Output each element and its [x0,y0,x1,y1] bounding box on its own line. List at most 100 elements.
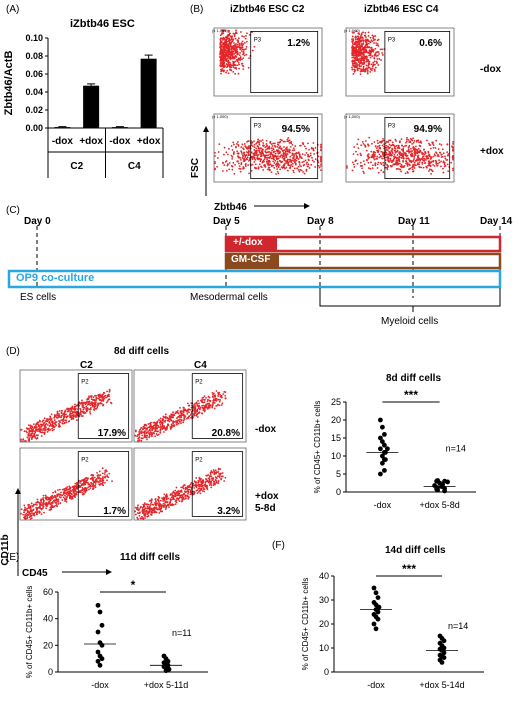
b-yarrow-head [203,126,209,132]
flow-percent: 94.9% [414,124,442,135]
flow-gate [250,117,319,180]
a-ytick-label: 0.00 [25,123,43,133]
day-label-11: Day 11 [398,216,430,227]
flow-percent: 3.2% [217,506,240,517]
timeline-diagram [7,226,502,312]
flow-gate-label: P3 [254,123,262,129]
flow-scale-mark: (x 1,000) [212,114,228,119]
day-label-0: Day 0 [24,216,51,227]
flow-dots [351,30,386,75]
dot-point [385,446,390,452]
dot-category-label: -dox [367,680,385,690]
panel-e-dot-plot: 0 20 40 60 % of CD45+ CD11b+ cells -dox +dox 5… [25,578,208,690]
dot-ytick-label: 60 [43,587,53,597]
dot-point [163,668,169,674]
panel-d-letter: (D) [6,346,20,357]
panel-c-letter: (C) [6,205,20,216]
flow-percent: 1.7% [103,506,126,517]
panel-d-dot-plot: 0 5 10 15 20 25 % of CD45+ CD11b+ cells -dox +do… [313,388,476,510]
panel-d-row-label-2a: +dox [255,491,279,502]
panel-d-row-label-1: -dox [255,424,277,435]
dot-point [382,468,387,473]
dot-ytick-label: 30 [319,595,329,605]
stage-myeloid: Myeloid cells [381,316,439,327]
dot-category-label: -dox [91,680,109,690]
panel-b-letter: (B) [190,4,204,15]
dot-point [439,660,445,665]
a-bar [83,85,100,128]
dot-point [380,453,385,459]
dot-category-label: +dox 5-11d [144,680,189,690]
flow-gate [191,373,244,439]
dot-point [378,471,383,477]
dot-category-label: -dox [374,500,392,510]
a-category-label: +dox [137,136,161,147]
a-bar [54,127,71,128]
dot-point [95,658,101,664]
stage-es-cells: ES cells [20,292,57,303]
dot-point [95,649,101,655]
dot-ytick-label: 20 [43,640,53,650]
dot-point [441,638,447,644]
flow-dots [214,136,322,175]
gmcsf-bar-label-bg [227,255,279,267]
op9-bar-label: OP9 co-culture [16,272,95,284]
panel-d-scatter-title: 8d diff cells [386,373,442,384]
flow-gate-label: P2 [81,458,89,464]
panel-f-dot-plot: 0 10 20 30 40 % of CD45+ CD11b+ cells -dox +dox… [301,562,484,690]
dot-point [375,616,381,622]
dot-sig-label: *** [404,388,418,402]
dot-ytick-label: 15 [331,433,341,443]
dox-bar-label: +/-dox [233,237,263,248]
dot-sig-label: *** [402,562,416,576]
dot-point [441,650,447,656]
flow-percent: 1.2% [287,38,310,49]
dot-point [378,446,383,452]
b-xarrow-head [304,203,310,209]
panel-e-title: 11d diff cells [120,552,181,563]
flow-gate-label: P3 [388,123,396,129]
dot-point [97,609,103,615]
d-xarrow-head [106,569,112,575]
dot-point [371,621,377,627]
flow-gate-label: P2 [81,380,89,386]
flow-percent: 20.8% [212,428,240,439]
dot-point [95,602,101,608]
a-category-label: -dox [52,136,74,147]
gmcsf-bar [224,252,502,270]
dot-n-label: n=14 [446,444,466,454]
flow-percent: 17.9% [98,428,126,439]
a-ylabel: Zbtb46/ActB [3,51,15,116]
a-ytick-label: 0.02 [25,105,43,115]
dot-ytick-label: 0 [324,667,329,677]
flow-percent: 94.5% [282,124,310,135]
flow-dots [20,467,113,520]
a-ytick-label: 0.08 [25,51,43,61]
panel-d-flow-plots: P2 17.9% P2 20.8% P2 1.7% P2 3.2% CD11b CD45 [0,369,247,579]
flow-gate [77,451,130,517]
a-group-label: C2 [70,161,83,172]
dot-ylabel: % of CD45+ CD11b+ cells [301,578,310,671]
dot-category-label: +dox 5-14d [419,680,464,690]
flow-gate [384,117,451,180]
dot-point [445,479,450,485]
flow-gate-label: P3 [254,37,262,43]
flow-scale-mark: (x 1,000) [212,28,228,33]
dot-point [380,439,385,444]
panel-d-title: 8d diff cells [114,346,170,357]
panel-b-col-title-2: iZbtb46 ESC C4 [364,4,439,15]
dot-point [442,488,447,494]
dot-point [382,432,387,437]
flow-dots [134,467,227,520]
dot-ylabel: % of CD45+ CD11b+ cells [25,586,34,679]
flow-percent: 0.6% [419,38,442,49]
panel-f-title: 14d diff cells [385,545,446,556]
dot-ytick-label: 25 [331,397,341,407]
panel-d-col-c2: C2 [80,360,93,371]
flow-gate [384,30,451,94]
dox-bar-label-bg [227,238,277,250]
flow-gate-label: P2 [195,380,203,386]
dot-ytick-label: 40 [43,614,53,624]
day-label-5: Day 5 [213,216,240,227]
flow-dots [219,29,256,75]
